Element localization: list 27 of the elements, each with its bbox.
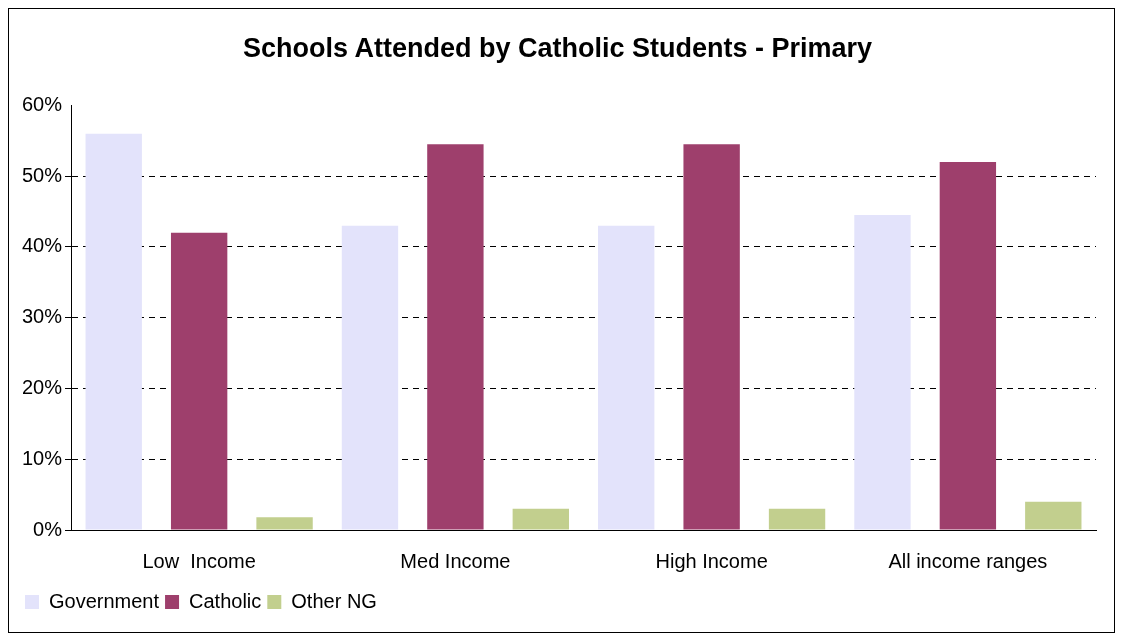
- bar: [768, 508, 826, 530]
- bar: [939, 162, 997, 530]
- bar: [256, 517, 313, 530]
- x-tick-label: All income ranges: [888, 549, 1048, 572]
- x-tick-label: Med Income: [400, 549, 511, 572]
- bar: [598, 225, 655, 530]
- y-tick-label: 30%: [22, 305, 63, 328]
- bar: [427, 144, 484, 530]
- x-tick-label: High Income: [655, 549, 768, 572]
- legend-label: Other NG: [291, 589, 377, 612]
- y-tick-label: 10%: [22, 446, 63, 469]
- y-tick-label: 40%: [22, 234, 63, 257]
- x-tick-label: Low Income: [142, 549, 256, 572]
- y-tick-label: 0%: [33, 517, 63, 540]
- legend-label: Government: [49, 589, 160, 612]
- y-tick-label: 20%: [22, 375, 63, 398]
- bar: [341, 225, 399, 530]
- y-tick-label: 60%: [22, 92, 63, 115]
- bar: [854, 215, 911, 530]
- bar: [85, 133, 142, 530]
- bar: [1025, 501, 1082, 530]
- y-tick-label: 50%: [22, 163, 63, 186]
- bar: [170, 232, 228, 530]
- bar: [512, 508, 569, 530]
- chart-title: Schools Attended by Catholic Students - Primary: [242, 32, 873, 63]
- legend-label: Catholic: [189, 589, 262, 612]
- bar: [683, 144, 740, 530]
